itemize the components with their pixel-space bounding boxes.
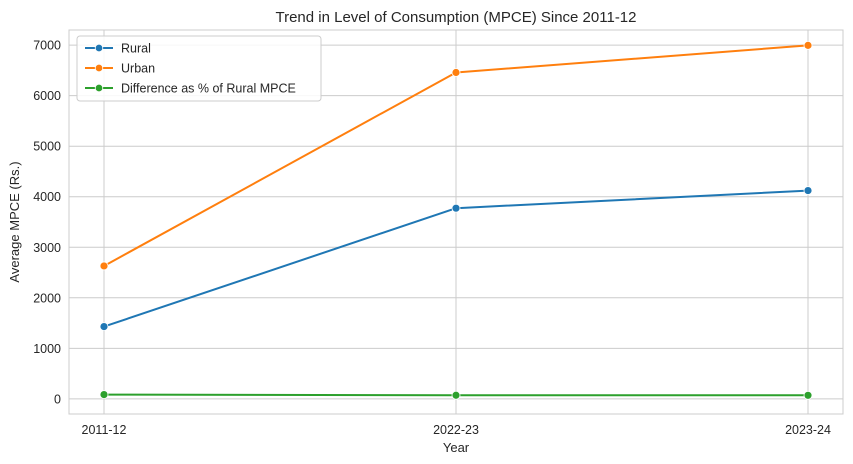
data-point: [99, 390, 109, 399]
legend-label: Rural: [121, 42, 151, 56]
y-tick-label: 6000: [33, 89, 61, 103]
y-tick-label: 0: [54, 392, 61, 406]
legend-marker: [94, 63, 104, 73]
chart-title: Trend in Level of Consumption (MPCE) Sin…: [275, 9, 636, 26]
plot-frame: [68, 29, 844, 415]
legend-box: [76, 35, 322, 102]
y-tick-label: 4000: [33, 190, 61, 204]
x-tick-label: 2011-12: [82, 423, 127, 437]
y-tick-label: 3000: [33, 241, 61, 255]
data-point: [451, 203, 461, 213]
data-point: [803, 390, 813, 400]
data-point: [451, 390, 461, 400]
data-point: [99, 322, 109, 331]
x-tick-label: 2022-23: [433, 423, 479, 437]
legend-marker: [94, 83, 104, 93]
y-axis-label: Average MPCE (Rs.): [7, 161, 22, 282]
legend-label: Urban: [121, 62, 155, 76]
legend-marker: [94, 43, 104, 53]
data-point: [803, 40, 813, 50]
y-tick-label: 7000: [33, 39, 61, 53]
legend-label: Difference as % of Rural MPCE: [121, 82, 296, 96]
y-tick-label: 2000: [33, 291, 61, 305]
x-tick-label: 2023-24: [785, 423, 831, 437]
data-point: [803, 186, 813, 195]
y-tick-label: 5000: [33, 140, 61, 154]
data-point: [99, 261, 109, 271]
y-tick-label: 1000: [33, 342, 61, 356]
x-axis-label: Year: [443, 440, 470, 455]
data-point: [451, 68, 461, 77]
plot-area: 0 1000 2000 3000 4000 5000 6000 7000 2011-12 2022…: [33, 29, 844, 437]
